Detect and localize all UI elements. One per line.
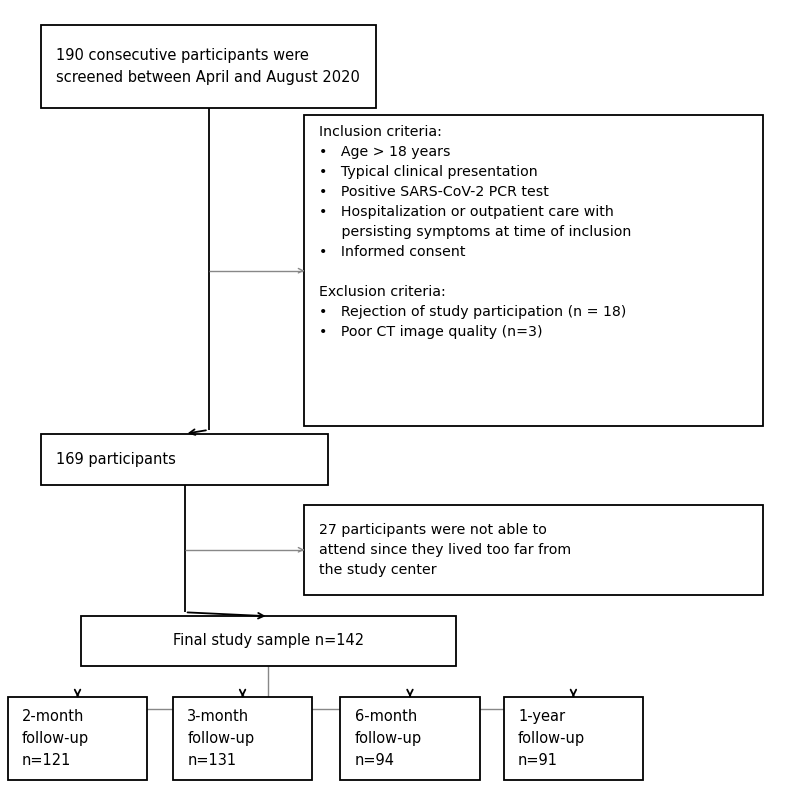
Text: 3-month
follow-up
n=131: 3-month follow-up n=131 bbox=[187, 709, 254, 768]
FancyBboxPatch shape bbox=[173, 697, 312, 780]
Text: 169 participants: 169 participants bbox=[55, 452, 175, 467]
Text: 1-year
follow-up
n=91: 1-year follow-up n=91 bbox=[518, 709, 585, 768]
Text: Final study sample n=142: Final study sample n=142 bbox=[173, 634, 364, 649]
FancyBboxPatch shape bbox=[81, 616, 456, 666]
Text: 6-month
follow-up
n=94: 6-month follow-up n=94 bbox=[354, 709, 422, 768]
FancyBboxPatch shape bbox=[304, 115, 762, 426]
Text: 27 participants were not able to
attend since they lived too far from
the study : 27 participants were not able to attend … bbox=[318, 523, 571, 577]
FancyBboxPatch shape bbox=[8, 697, 147, 780]
FancyBboxPatch shape bbox=[504, 697, 643, 780]
Text: Inclusion criteria:
•   Age > 18 years
•   Typical clinical presentation
•   Pos: Inclusion criteria: • Age > 18 years • T… bbox=[318, 125, 631, 339]
FancyBboxPatch shape bbox=[42, 434, 328, 485]
Text: 190 consecutive participants were
screened between April and August 2020: 190 consecutive participants were screen… bbox=[55, 48, 359, 84]
Text: 2-month
follow-up
n=121: 2-month follow-up n=121 bbox=[22, 709, 90, 768]
FancyBboxPatch shape bbox=[340, 697, 480, 780]
FancyBboxPatch shape bbox=[304, 505, 762, 595]
FancyBboxPatch shape bbox=[42, 25, 376, 107]
